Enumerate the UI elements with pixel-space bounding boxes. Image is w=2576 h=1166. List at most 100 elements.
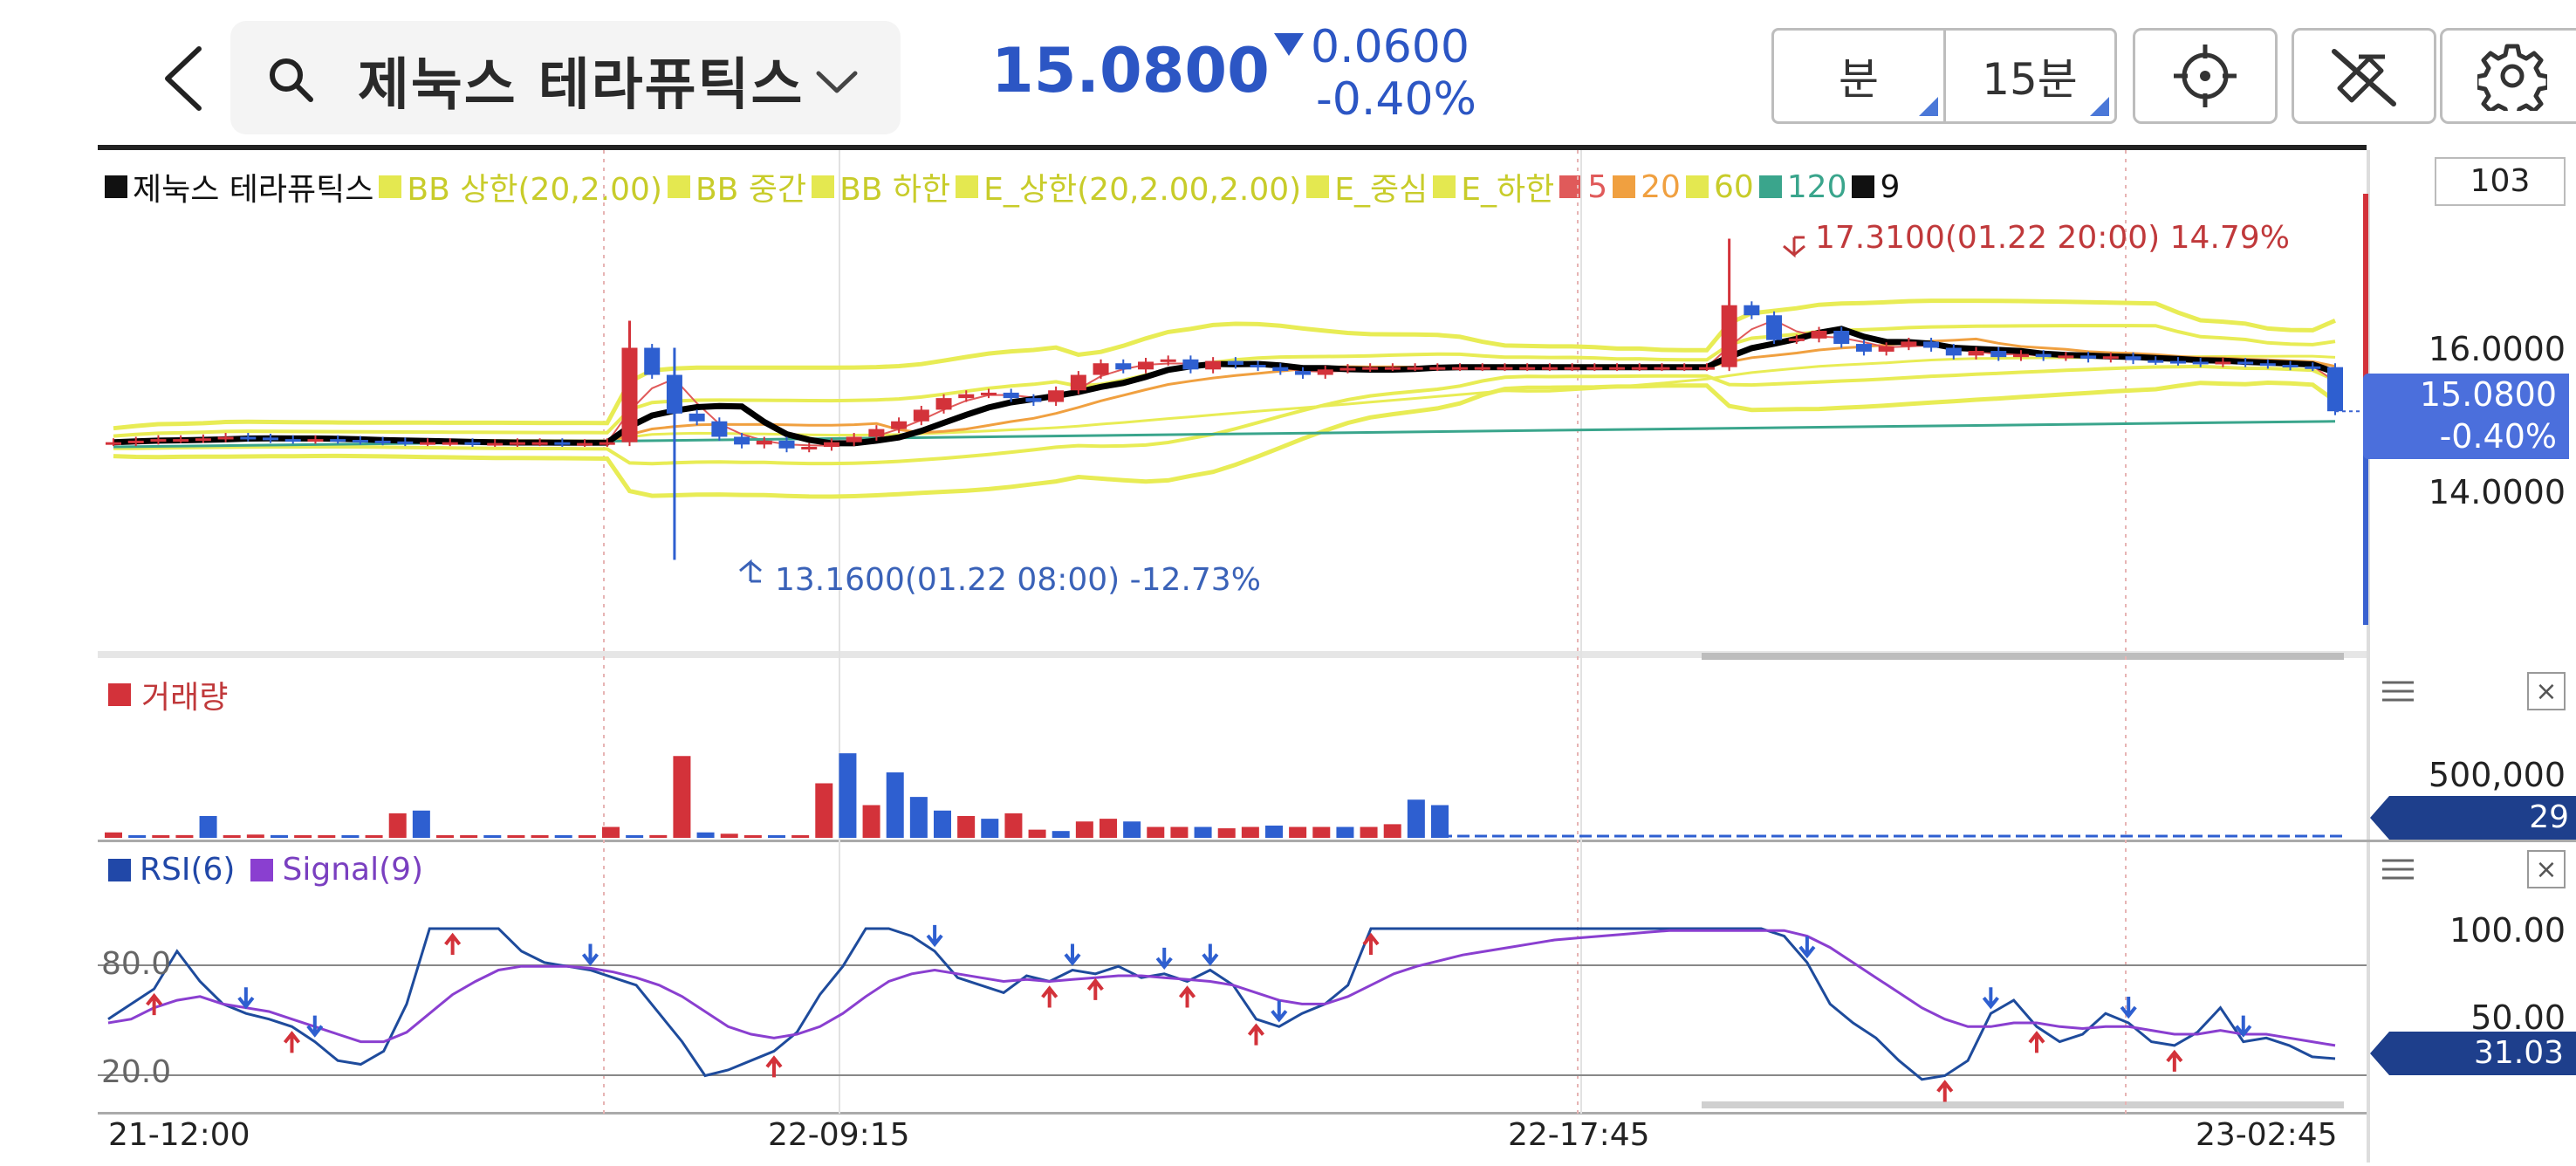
settings-button[interactable] — [2440, 28, 2576, 124]
axis-tick-16: 16.0000 — [2428, 330, 2566, 368]
price-scale-box[interactable]: 103 — [2435, 157, 2566, 206]
candle-body — [1407, 367, 1423, 370]
candle-body — [374, 440, 391, 443]
legend-item: 120 — [1758, 169, 1846, 205]
candle-body — [891, 421, 908, 429]
candle-body — [1833, 330, 1850, 345]
candle-body — [1878, 346, 1894, 352]
candle-body — [913, 409, 929, 422]
candle-body — [284, 439, 301, 442]
volume-bar — [886, 772, 904, 838]
search-icon — [270, 58, 313, 102]
volume-bar — [743, 835, 762, 838]
candle-body — [2259, 363, 2276, 367]
candle-body — [531, 442, 548, 445]
legend-item: 60 — [1685, 168, 1754, 205]
gear-icon — [2477, 44, 2547, 111]
back-button[interactable] — [148, 35, 218, 122]
candle-body — [2169, 360, 2186, 364]
buy-arrow-icon — [1936, 1080, 1954, 1102]
candle-body — [487, 442, 504, 446]
rsi-color-swatch — [108, 858, 131, 881]
time-label-0: 21-12:00 — [108, 1117, 250, 1153]
legend-swatch — [1852, 175, 1875, 198]
candle-body — [1160, 359, 1176, 362]
candle-body — [1339, 367, 1356, 371]
candle-body — [1609, 367, 1626, 370]
menu-icon[interactable] — [2379, 852, 2417, 887]
volume-bar — [271, 834, 288, 838]
legend-swatch — [105, 175, 127, 198]
rsi-legend: RSI(6) Signal(9) — [108, 852, 423, 888]
candle-body — [1093, 363, 1109, 375]
candle-body — [2282, 365, 2299, 367]
volume-bar — [673, 756, 691, 838]
volume-bar — [388, 813, 407, 838]
volume-bar — [815, 783, 833, 838]
candle-body — [509, 442, 525, 445]
signal-color-swatch — [250, 858, 274, 881]
volume-bar — [1383, 824, 1401, 838]
volume-axis-label: 500,000 — [2428, 756, 2566, 794]
candle-body — [1766, 315, 1783, 340]
candle-body — [868, 429, 885, 437]
back-icon — [165, 46, 202, 111]
legend-label: E_하한 — [1461, 172, 1555, 208]
legend-swatch — [956, 175, 979, 198]
unit-minute-button[interactable]: 분 — [1774, 31, 1946, 121]
candle-body — [1945, 347, 1962, 356]
corner-marker-icon — [2090, 97, 2109, 116]
volume-bar — [602, 826, 620, 838]
candle-body — [1295, 371, 1312, 375]
legend-swatch — [1758, 175, 1782, 198]
interval-15min-button[interactable]: 15분 — [1945, 31, 2114, 121]
legend-swatch — [1685, 175, 1709, 198]
volume-color-swatch — [108, 683, 131, 706]
candle-body — [240, 436, 257, 440]
drawing-toggle-button[interactable] — [2292, 28, 2436, 124]
candle-body — [2237, 361, 2254, 365]
menu-icon[interactable] — [2379, 674, 2417, 709]
volume-bar — [1194, 826, 1212, 838]
candle-body — [2035, 353, 2052, 358]
volume-bar — [199, 816, 217, 838]
legend-label: 60 — [1713, 168, 1754, 205]
close-icon[interactable]: × — [2527, 850, 2566, 888]
current-price: 15.0800 — [991, 35, 1270, 106]
ma9-line — [113, 326, 2337, 447]
candle-body — [2192, 361, 2209, 365]
candle-body — [1631, 367, 1648, 370]
crosshair-button[interactable] — [2133, 28, 2278, 124]
candle-body — [1901, 341, 1917, 346]
candle-body — [173, 439, 189, 442]
price-change: 0.0600 -0.40% — [1274, 21, 1476, 126]
legend-label: 5 — [1587, 168, 1608, 205]
volume-bar — [554, 835, 572, 838]
main-panel-bottom — [98, 651, 2367, 658]
rsi-line — [107, 927, 2336, 1081]
time-label-2: 22-17:45 — [1508, 1117, 1650, 1153]
legend-label: E_중심 — [1334, 172, 1428, 208]
stock-search-box[interactable]: 제눅스 테라퓨틱스 — [230, 21, 901, 134]
high-annotation: 17.3100(01.22 20:00) 14.79% — [1815, 220, 2290, 256]
sell-arrow-icon — [1271, 1000, 1288, 1023]
candle-body — [2012, 353, 2029, 358]
volume-bar — [483, 835, 502, 838]
sell-arrow-icon — [1155, 947, 1173, 971]
rsi-axis-50: 50.00 — [2470, 998, 2566, 1037]
volume-bar — [1431, 805, 1449, 838]
candle-body — [442, 442, 458, 445]
unit-label: 분 — [1839, 54, 1879, 105]
volume-bar — [649, 834, 668, 838]
close-icon[interactable]: × — [2527, 672, 2566, 710]
volume-bar — [175, 834, 194, 838]
volume-bar — [981, 819, 999, 838]
candle-body — [1452, 367, 1469, 370]
candle-body — [846, 436, 862, 442]
down-triangle-icon — [1274, 33, 1304, 56]
candle-body — [2102, 356, 2119, 360]
volume-bar — [294, 835, 312, 838]
volume-bar — [1123, 821, 1141, 838]
volume-bar — [768, 835, 785, 838]
